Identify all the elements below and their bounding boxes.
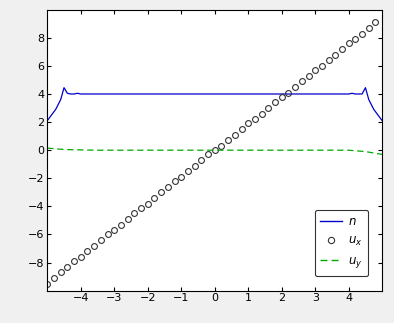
Legend: $n$, $u_x$, $u_y$: $n$, $u_x$, $u_y$ [314, 210, 368, 276]
